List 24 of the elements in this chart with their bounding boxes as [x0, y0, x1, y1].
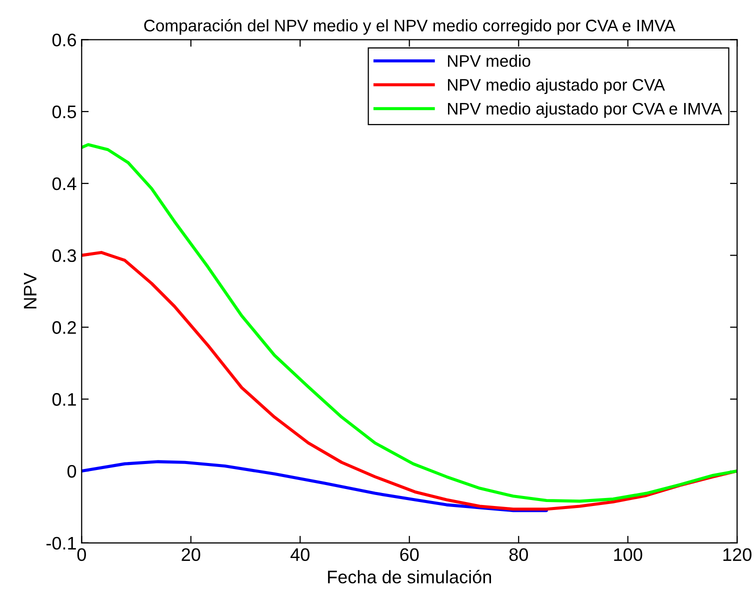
y-tick-label: 0.5 — [52, 105, 76, 118]
y-tick-label: 0.3 — [52, 249, 76, 262]
x-tick-label: 40 — [290, 548, 310, 562]
x-tick-label: 100 — [614, 548, 642, 562]
y-tick-label: -0.1 — [46, 536, 76, 550]
x-tick-label: 0 — [77, 548, 86, 562]
legend-label: NPV medio ajustado por CVA e IMVA — [448, 102, 722, 118]
y-axis-title: NPV — [24, 272, 36, 308]
y-tick-label: 0.4 — [52, 177, 76, 190]
line-series — [82, 250, 738, 511]
x-tick-label: 80 — [509, 548, 528, 562]
y-tick-label: 0.6 — [52, 34, 76, 46]
chart-title: Comparación del NPV medio y el NPV medio corregido por CVA e IMVA — [144, 19, 676, 35]
line-series — [82, 143, 738, 503]
y-tick-label: 0.2 — [52, 321, 76, 334]
x-tick-label: 60 — [400, 548, 419, 562]
x-tick-label: 20 — [182, 548, 200, 562]
legend-label: NPV medio — [448, 54, 530, 67]
y-tick-label: 0.1 — [52, 393, 76, 406]
y-tick-label: 0 — [67, 464, 76, 478]
line-series — [82, 460, 548, 512]
x-axis-title: Fecha de simulación — [328, 570, 492, 584]
legend-label: NPV medio ajustado por CVA — [448, 78, 665, 94]
x-tick-label: 120 — [723, 548, 752, 562]
